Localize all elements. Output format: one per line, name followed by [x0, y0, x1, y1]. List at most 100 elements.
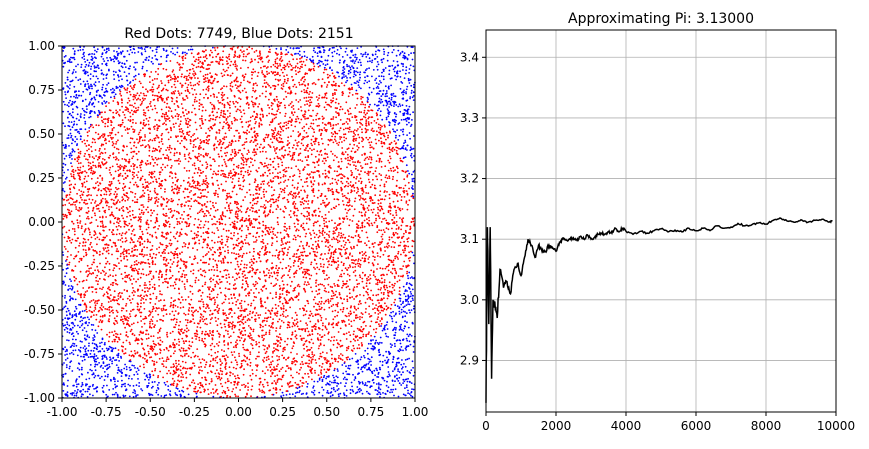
- red-dot: [260, 197, 263, 200]
- red-dot: [212, 173, 215, 176]
- red-dot: [149, 325, 151, 328]
- blue-dot: [141, 53, 143, 56]
- red-dot: [337, 179, 340, 182]
- red-dot: [174, 76, 177, 79]
- red-dot: [222, 246, 224, 249]
- red-dot: [126, 224, 129, 227]
- blue-dot: [361, 366, 363, 369]
- red-dot: [276, 310, 279, 313]
- red-dot: [166, 98, 168, 101]
- red-dot: [166, 164, 169, 167]
- red-dot: [194, 121, 197, 124]
- blue-dot: [77, 324, 79, 327]
- blue-dot: [402, 69, 404, 71]
- red-dot: [132, 85, 135, 87]
- red-dot: [178, 94, 181, 96]
- red-dot: [195, 338, 198, 340]
- red-dot: [247, 285, 249, 288]
- red-dot: [172, 306, 175, 309]
- blue-dot: [337, 393, 340, 396]
- red-dot: [400, 186, 402, 189]
- red-dot: [151, 150, 154, 153]
- blue-dot: [411, 119, 413, 121]
- red-dot: [403, 245, 405, 248]
- red-dot: [158, 307, 160, 309]
- red-dot: [236, 201, 239, 204]
- red-dot: [133, 150, 136, 153]
- blue-dot: [312, 391, 315, 394]
- blue-dot: [114, 380, 116, 383]
- blue-dot: [410, 335, 413, 337]
- red-dot: [282, 145, 285, 148]
- red-dot: [310, 356, 312, 359]
- red-dot: [190, 230, 193, 233]
- red-dot: [304, 235, 307, 238]
- red-dot: [339, 119, 342, 121]
- red-dot: [257, 71, 260, 74]
- blue-dot: [137, 46, 140, 49]
- blue-dot: [92, 350, 95, 352]
- red-dot: [277, 80, 280, 82]
- red-dot: [324, 325, 327, 328]
- red-dot: [352, 259, 354, 261]
- blue-dot: [303, 55, 306, 58]
- blue-dot: [82, 80, 85, 83]
- red-dot: [95, 318, 98, 321]
- blue-dot: [71, 151, 74, 153]
- blue-dot: [394, 131, 397, 133]
- blue-dot: [370, 91, 373, 94]
- red-dot: [305, 59, 308, 61]
- red-dot: [158, 141, 161, 144]
- red-dot: [120, 316, 123, 318]
- red-dot: [208, 138, 211, 141]
- red-dot: [132, 113, 134, 116]
- blue-dot: [375, 77, 378, 80]
- red-dot: [327, 189, 330, 192]
- red-dot: [122, 167, 125, 170]
- red-dot: [209, 72, 212, 74]
- red-dot: [226, 246, 229, 248]
- blue-dot: [291, 393, 294, 396]
- red-dot: [298, 83, 301, 86]
- red-dot: [393, 301, 396, 304]
- red-dot: [170, 165, 173, 167]
- red-dot: [271, 254, 274, 257]
- red-dot: [334, 178, 337, 181]
- blue-dot: [322, 376, 325, 379]
- red-dot: [201, 164, 204, 167]
- red-dot: [157, 157, 160, 160]
- blue-dot: [105, 100, 108, 103]
- red-dot: [401, 268, 403, 270]
- red-dot: [285, 316, 287, 318]
- red-dot: [338, 231, 340, 234]
- red-dot: [256, 192, 258, 195]
- red-dot: [294, 311, 297, 314]
- red-dot: [285, 124, 288, 126]
- blue-dot: [372, 69, 375, 71]
- red-dot: [216, 304, 219, 307]
- blue-dot: [309, 58, 311, 61]
- red-dot: [264, 312, 267, 314]
- red-dot: [129, 241, 132, 244]
- red-dot: [388, 285, 391, 288]
- red-dot: [89, 231, 91, 234]
- red-dot: [346, 273, 349, 276]
- red-dot: [251, 96, 254, 98]
- red-dot: [88, 228, 91, 231]
- red-dot: [139, 213, 141, 216]
- red-dot: [368, 136, 371, 139]
- red-dot: [273, 369, 275, 371]
- red-dot: [210, 348, 213, 351]
- red-dot: [228, 55, 230, 58]
- red-dot: [202, 148, 205, 151]
- blue-dot: [86, 316, 89, 319]
- red-dot: [312, 191, 315, 194]
- red-dot: [112, 156, 115, 159]
- red-dot: [110, 188, 112, 191]
- red-dot: [183, 276, 186, 279]
- red-dot: [223, 136, 226, 139]
- blue-dot: [84, 110, 86, 113]
- red-dot: [355, 119, 358, 121]
- red-dot: [348, 292, 351, 295]
- red-dot: [254, 273, 257, 275]
